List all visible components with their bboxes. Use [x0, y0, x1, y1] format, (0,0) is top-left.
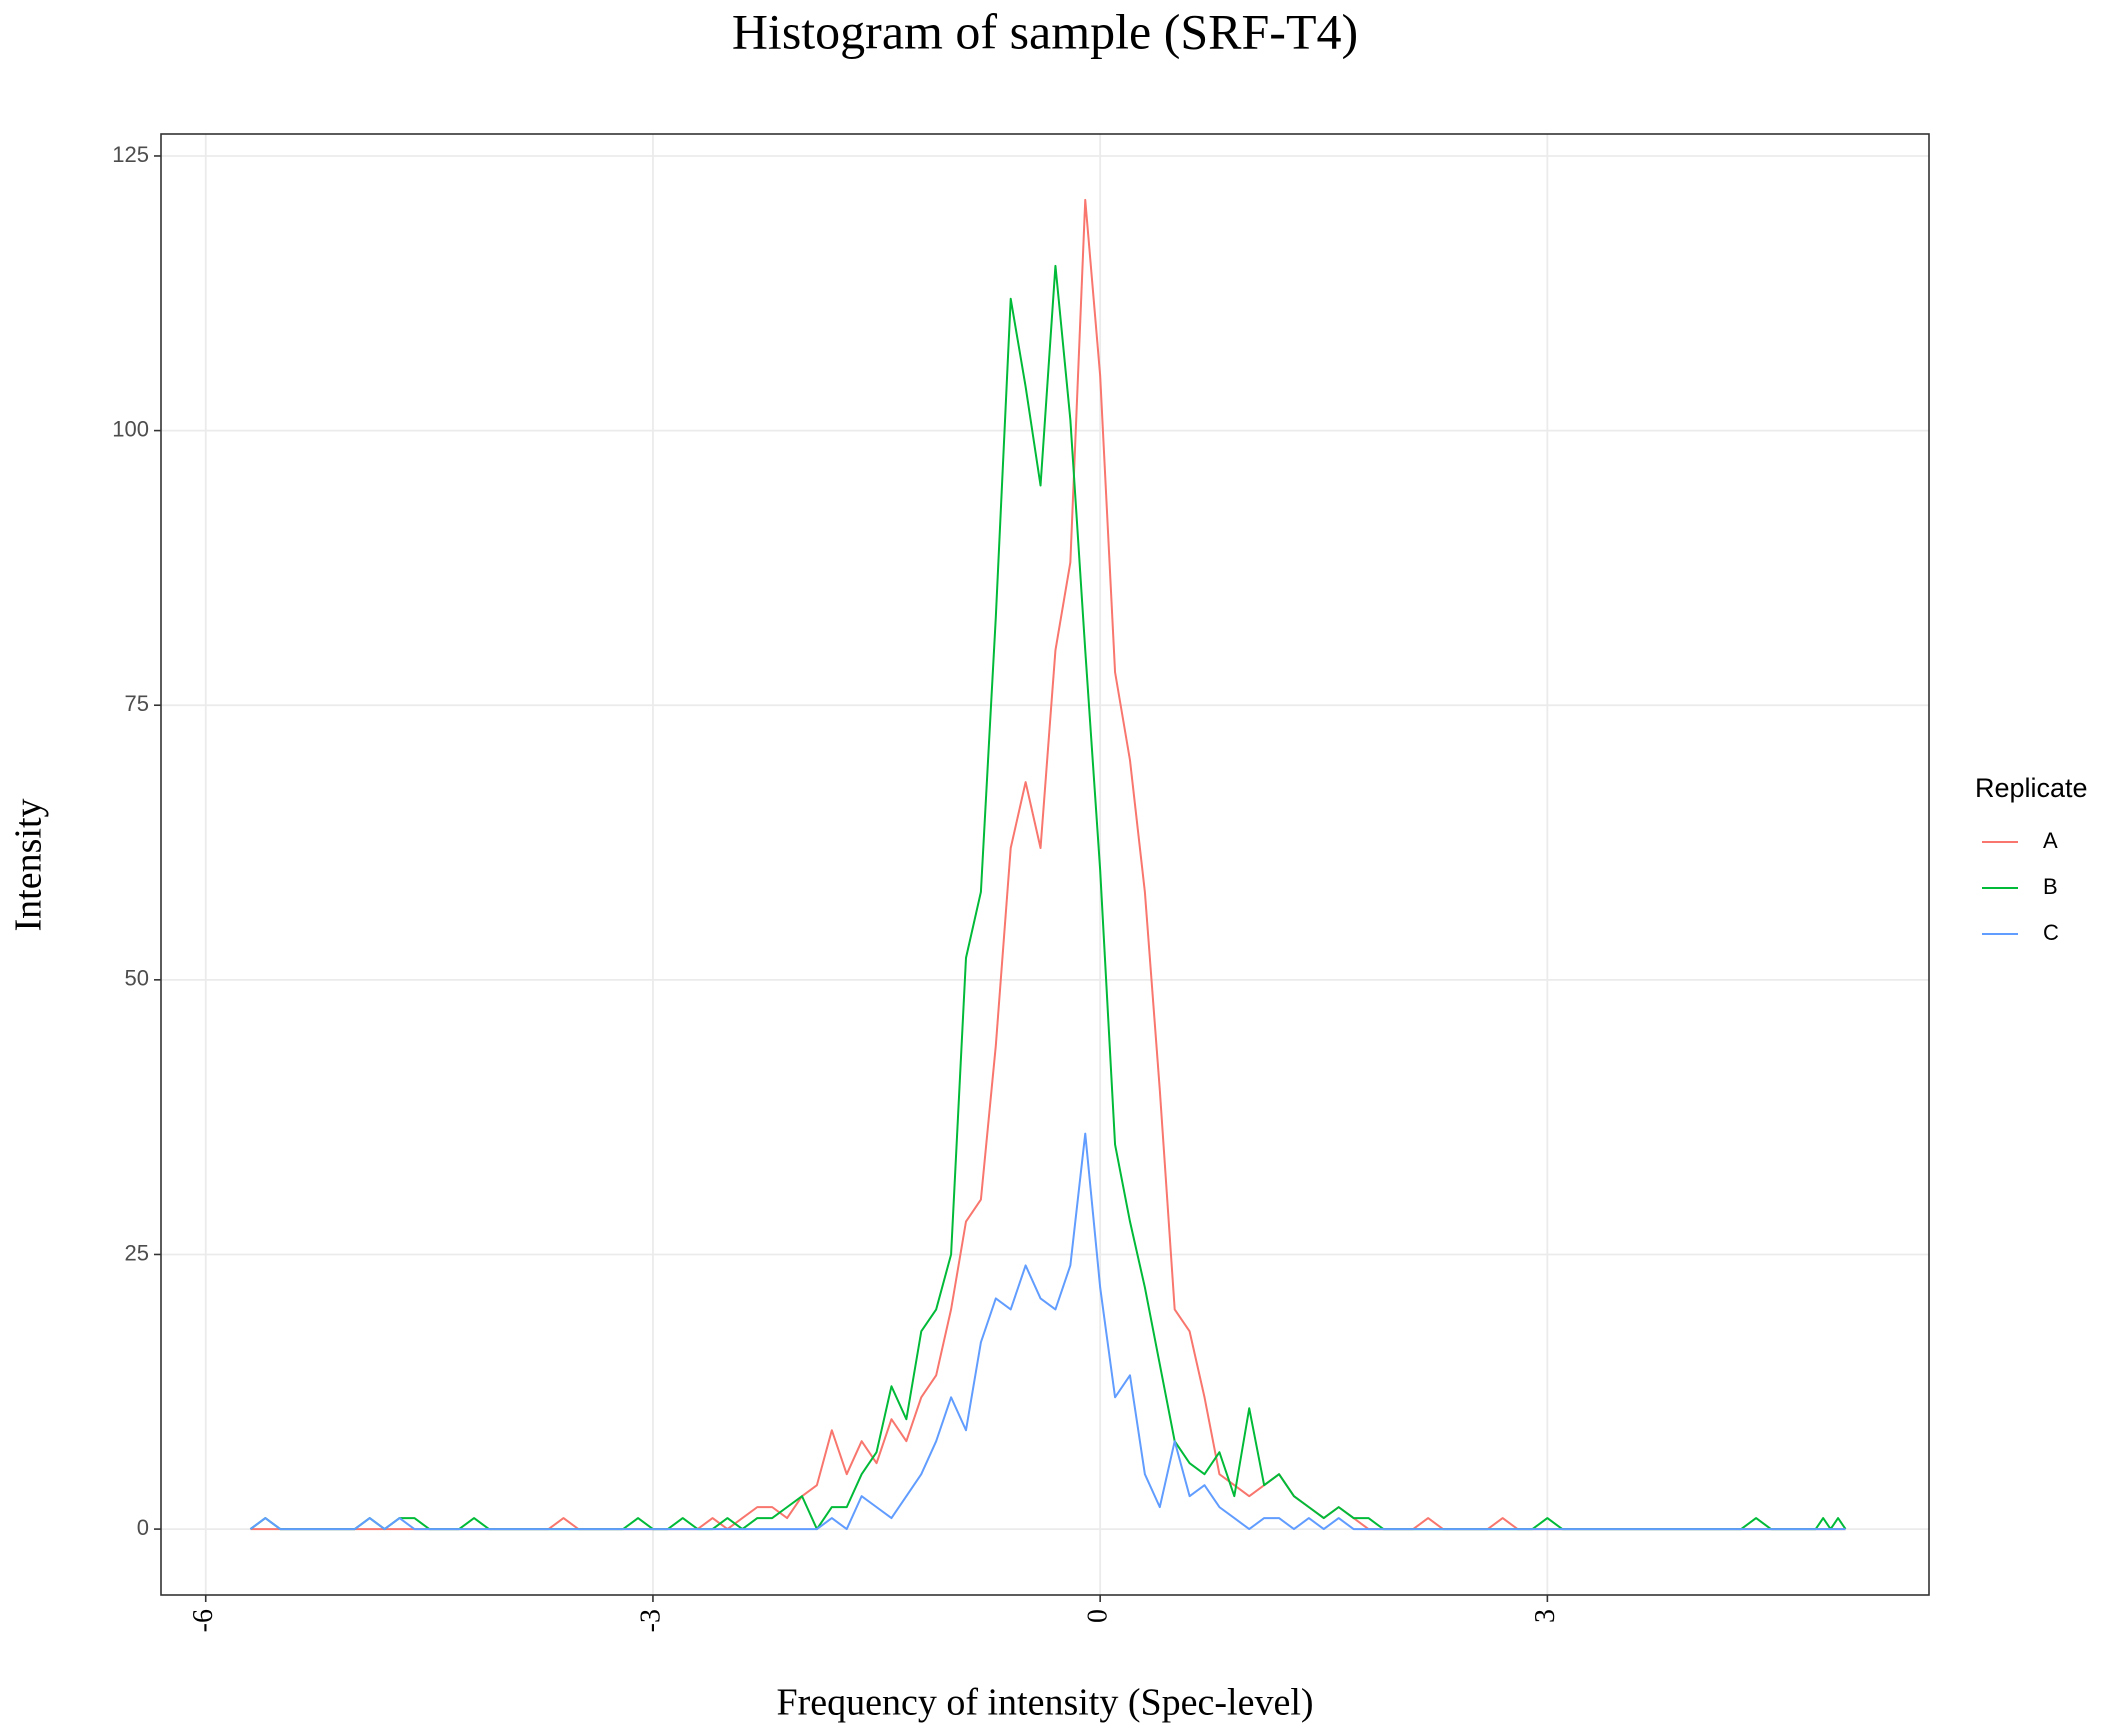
legend: Replicate ABC — [1975, 773, 2088, 945]
lines — [249, 198, 1847, 1531]
legend-label: B — [2043, 874, 2058, 899]
y-tick-label: 125 — [112, 142, 149, 167]
x-tick-label: -6 — [188, 1609, 219, 1632]
y-tick-label: 0 — [137, 1515, 149, 1540]
y-tick-label: 50 — [125, 966, 149, 991]
x-tick-label: 0 — [1083, 1609, 1114, 1623]
x-tick-label: -3 — [635, 1609, 666, 1632]
axes: 0 25 50 75 100 125 -6 -3 0 3 — [112, 142, 1561, 1633]
legend-label: C — [2043, 920, 2059, 945]
x-tick-label: 3 — [1530, 1609, 1561, 1623]
y-tick-label: 75 — [125, 691, 149, 716]
panel-border — [160, 133, 1930, 1596]
series-line — [249, 1132, 1846, 1531]
chart-title: Histogram of sample (SRF-T4) — [732, 3, 1358, 59]
legend-title: Replicate — [1975, 773, 2088, 803]
x-axis-label: Frequency of intensity (Spec-level) — [776, 1682, 1313, 1724]
y-axis-label: Intensity — [8, 799, 50, 932]
legend-label: A — [2043, 828, 2058, 853]
y-tick-label: 100 — [112, 416, 149, 441]
y-tick-label: 25 — [125, 1240, 149, 1265]
